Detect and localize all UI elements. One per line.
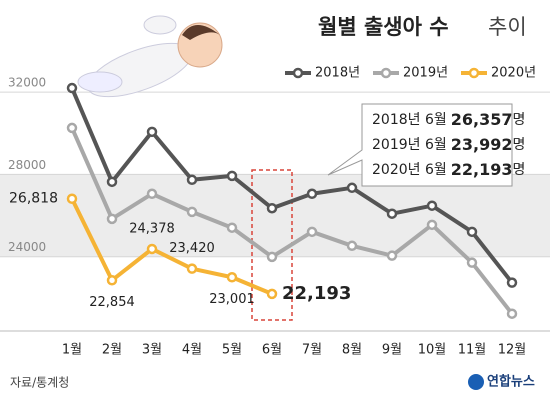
- x-tick-label: 5월: [222, 343, 242, 358]
- source: 자료/통계청: [10, 376, 69, 390]
- x-tick-label: 9월: [382, 343, 402, 358]
- data-point: [226, 272, 238, 283]
- y-tick-label: 24000: [8, 240, 46, 254]
- callout-unit: 명: [513, 112, 526, 128]
- data-point: [306, 226, 318, 238]
- legend-marker: [468, 67, 480, 79]
- data-label: 23,001: [209, 292, 255, 307]
- data-point: [146, 126, 158, 138]
- callout-label: 2019년 6월: [372, 137, 447, 153]
- chart-subtitle: 추이: [488, 15, 527, 39]
- x-tick-label: 4월: [182, 343, 202, 358]
- callout-unit: 명: [513, 162, 526, 178]
- data-label: 23,420: [169, 241, 215, 256]
- series-line: [70, 197, 273, 296]
- data-point: [506, 277, 518, 288]
- callout-box: [327, 103, 513, 187]
- x-tick-label: 10월: [418, 343, 447, 358]
- x-tick-label: 12월: [498, 343, 527, 358]
- callout-line: 2020년 6월 22,193명: [372, 160, 525, 179]
- legend-marker: [380, 67, 392, 79]
- data-point: [66, 82, 78, 94]
- callout-label: 2020년 6월: [372, 162, 447, 178]
- data-point: [426, 200, 438, 211]
- data-point: [466, 257, 478, 268]
- y-tick-label: 32000: [8, 76, 46, 90]
- callout-unit: 명: [513, 137, 526, 153]
- data-point: [386, 250, 398, 261]
- data-point: [66, 193, 78, 204]
- data-label: 24,378: [129, 221, 175, 236]
- callout-line: 2018년 6월 26,357명: [372, 110, 525, 129]
- x-tick-label: 8월: [342, 343, 362, 358]
- data-point: [386, 208, 398, 219]
- series-line: [70, 127, 514, 315]
- logo-icon: [468, 374, 484, 390]
- legend-label: 2018년: [315, 66, 360, 81]
- grid-band: [0, 174, 550, 257]
- baby: [77, 15, 223, 98]
- data-point: [346, 182, 358, 194]
- data-label: 22,193: [282, 283, 351, 304]
- data-point: [66, 122, 78, 134]
- data-point: [186, 263, 198, 274]
- callout-value: 22,193: [451, 160, 513, 179]
- x-tick-label: 11월: [458, 343, 487, 358]
- callout-value: 26,357: [451, 110, 513, 129]
- callout-value: 23,992: [451, 135, 513, 154]
- logo: 연합뉴스: [487, 374, 535, 390]
- data-point: [186, 206, 198, 218]
- data-point: [226, 170, 238, 182]
- legend-label: 2020년: [491, 66, 536, 81]
- data-point: [146, 243, 158, 255]
- data-point: [186, 174, 198, 186]
- data-point: [426, 219, 438, 231]
- data-point: [266, 288, 278, 300]
- data-point: [106, 213, 118, 225]
- chart-title: 월별 출생아 수: [318, 15, 449, 39]
- y-tick-label: 28000: [8, 158, 46, 172]
- data-point: [226, 222, 238, 233]
- x-tick-label: 1월: [62, 343, 82, 358]
- data-point: [266, 202, 278, 214]
- x-tick-label: 2월: [102, 343, 122, 358]
- data-point: [106, 275, 118, 286]
- x-tick-label: 3월: [142, 343, 162, 358]
- legend-label: 2019년: [403, 66, 448, 81]
- legend-marker: [292, 67, 304, 79]
- data-point: [466, 226, 478, 238]
- data-point: [306, 188, 318, 200]
- data-point: [106, 176, 118, 188]
- data-point: [346, 240, 358, 252]
- data-point: [146, 188, 158, 200]
- data-point: [506, 308, 518, 319]
- x-tick-label: 7월: [302, 343, 322, 358]
- data-point: [266, 251, 278, 263]
- x-tick-label: 6월: [262, 343, 282, 358]
- data-label: 22,854: [89, 295, 135, 310]
- callout-line: 2019년 6월 23,992명: [372, 135, 525, 154]
- series-line: [70, 87, 514, 284]
- callout-label: 2018년 6월: [372, 112, 447, 128]
- data-label: 26,818: [9, 191, 58, 207]
